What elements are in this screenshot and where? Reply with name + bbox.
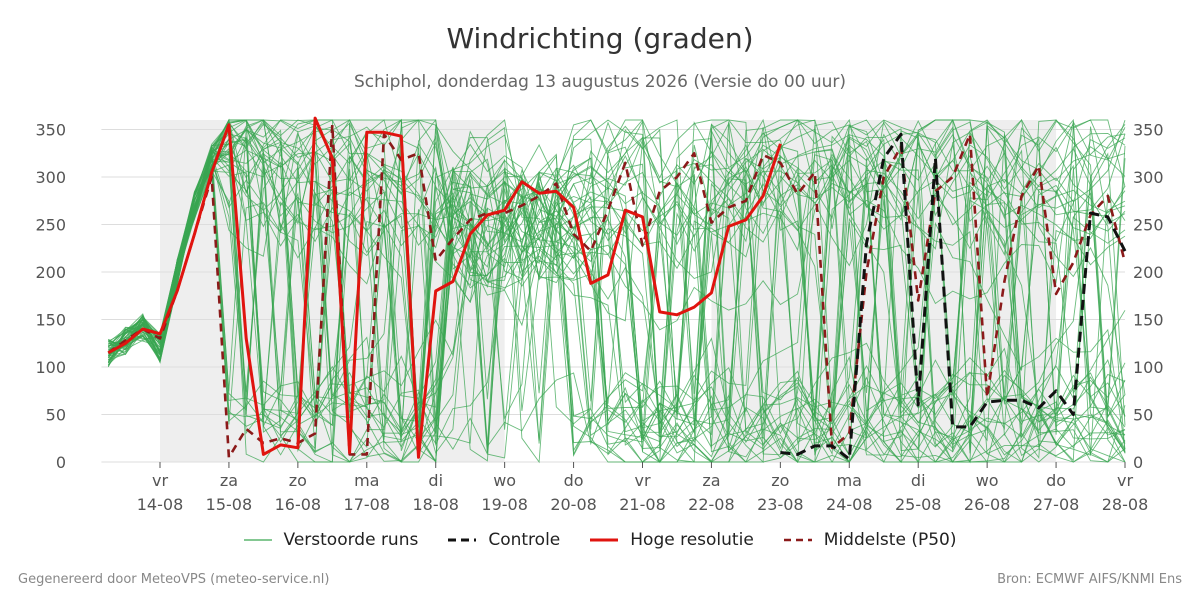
x-tick-day: za [702,471,720,490]
ensemble-run [107,119,1126,464]
legend-label-median: Middelste (P50) [823,530,957,550]
legend-item-hires: Hoge resolutie [590,530,754,550]
x-tick-day: ma [354,471,379,490]
ensemble-run [107,119,1126,452]
x-tick-day: do [1046,471,1066,490]
y-tick-label-left: 50 [46,406,66,425]
ensemble-run [108,119,1126,456]
ensemble-run [107,141,1126,463]
y-tick-label-left: 200 [35,263,66,282]
x-tick-date: 21-08 [619,495,666,514]
x-axis: vr 14-08 za 15-08 zo 16-08 ma 17-08 di 18-08 wo 19-… [137,462,1149,514]
legend-swatch-hires [590,538,619,542]
legend-swatch-ensemble [243,539,272,541]
ensemble-run [108,119,1126,463]
median-line [107,123,1127,459]
ensemble-run [108,119,1126,463]
y-tick-label-left: 150 [35,311,66,330]
legend-item-control: Controle [448,530,560,550]
y-tick-label-right: 100 [1133,358,1164,377]
legend-swatch-control [448,538,477,542]
legend: Verstoorde runs Controle Hoge resolutie … [0,530,1200,550]
ensemble-run [108,118,1126,463]
ensemble-run [107,119,1126,463]
y-tick-label-left: 350 [35,121,66,140]
footer-source: Bron: ECMWF AIFS/KNMI Ens [997,572,1182,587]
ensemble-run [107,119,1126,463]
chart-subtitle: Schiphol, donderdag 13 augustus 2026 (Ve… [353,72,847,92]
x-tick-day: vr [152,471,168,490]
ensemble-run [108,120,1126,463]
x-tick-day: do [564,471,584,490]
x-tick-day: vr [634,471,650,490]
ensemble-run [108,119,1126,463]
x-tick-day: za [220,471,238,490]
x-tick-date: 20-08 [550,495,597,514]
wind-direction-chart: 0 50 100 150 200 250 300 350 0 50 100 150 200 250 300… [35,116,1164,514]
ensemble-run [107,118,1126,463]
ensemble-run [107,119,1126,454]
footer-generator: Gegenereerd door MeteoVPS (meteo-service… [18,572,330,587]
x-tick-date: 19-08 [481,495,528,514]
chart-title: Windrichting (graden) [446,22,754,55]
legend-swatch-median [783,538,812,542]
ensemble-run [107,126,1126,463]
ensemble-run [107,119,1126,463]
y-tick-label-right: 250 [1133,216,1164,235]
legend-item-median: Middelste (P50) [783,530,957,550]
x-tick-date: 17-08 [344,495,391,514]
x-tick-day: zo [289,471,307,490]
ensemble-run [108,129,1126,463]
x-tick-day: di [428,471,443,490]
ensemble-run [108,119,1126,435]
y-tick-label-right: 300 [1133,168,1164,187]
x-tick-date: 14-08 [137,495,184,514]
legend-label-ensemble: Verstoorde runs [283,530,419,550]
y-tick-label-right: 350 [1133,121,1164,140]
x-tick-date: 23-08 [757,495,804,514]
y-tick-label-left: 100 [35,358,66,377]
x-tick-date: 15-08 [206,495,253,514]
x-tick-date: 26-08 [964,495,1011,514]
y-tick-label-right: 150 [1133,311,1164,330]
x-tick-day: wo [976,471,999,490]
x-tick-day: ma [837,471,862,490]
x-tick-date: 18-08 [412,495,459,514]
y-tick-label-right: 200 [1133,263,1164,282]
y-tick-label-left: 0 [56,453,66,472]
x-tick-day: vr [1117,471,1133,490]
main-series [107,116,1127,461]
y-tick-label-right: 0 [1133,453,1143,472]
x-tick-day: di [911,471,926,490]
legend-label-hires: Hoge resolutie [630,530,754,550]
y-axis-left: 0 50 100 150 200 250 300 350 [35,121,66,473]
y-tick-label-left: 250 [35,216,66,235]
x-tick-date: 24-08 [826,495,873,514]
x-tick-day: wo [493,471,516,490]
x-tick-day: zo [771,471,789,490]
x-tick-date: 22-08 [688,495,735,514]
x-tick-date: 25-08 [895,495,942,514]
y-tick-label-right: 50 [1133,406,1153,425]
ensemble-run [108,118,1126,453]
x-tick-date: 16-08 [275,495,322,514]
ensemble-run [108,119,1126,464]
legend-label-control: Controle [488,530,561,550]
x-tick-date: 27-08 [1033,495,1080,514]
ensemble-run [107,119,1126,463]
hires-line [107,116,782,459]
x-tick-date: 28-08 [1102,495,1149,514]
ensemble-run [108,120,1126,464]
y-tick-label-left: 300 [35,168,66,187]
legend-item-ensemble: Verstoorde runs [243,530,419,550]
y-axis-right: 0 50 100 150 200 250 300 350 [1133,121,1164,473]
